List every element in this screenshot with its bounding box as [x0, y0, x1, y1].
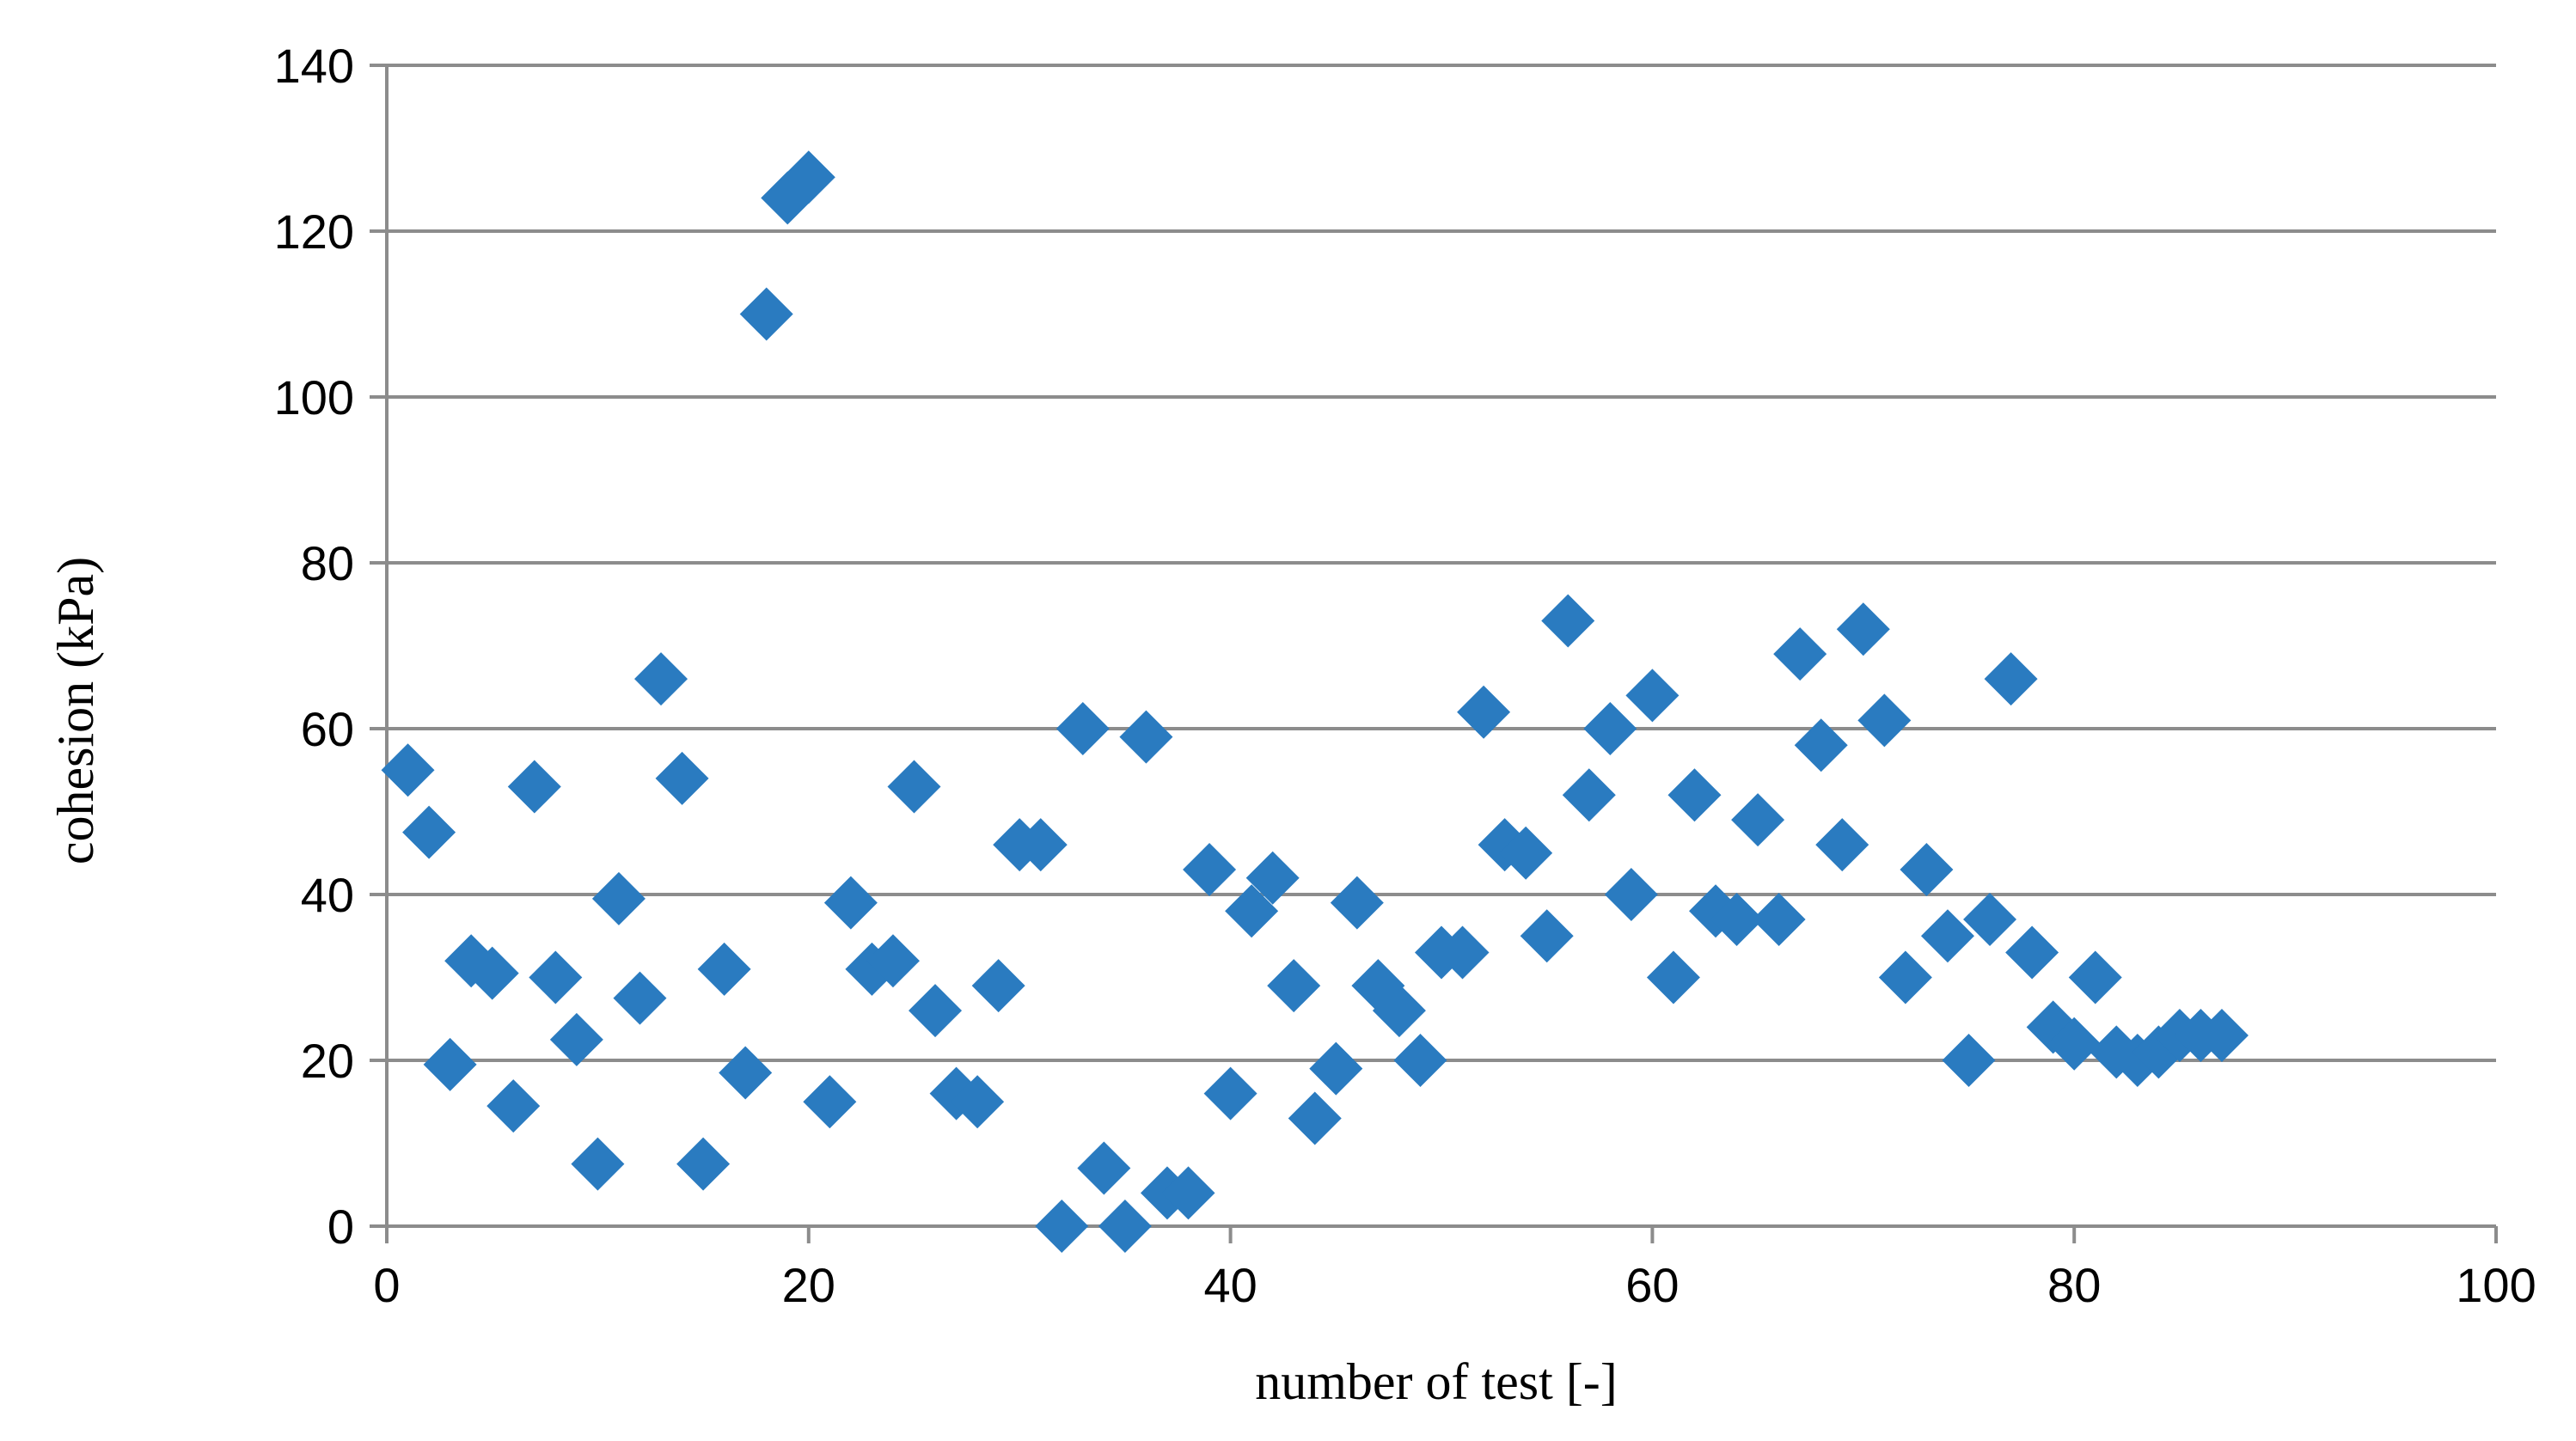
data-point — [1752, 892, 1806, 946]
data-point — [1625, 669, 1680, 723]
data-point — [402, 805, 456, 859]
data-point — [845, 942, 899, 996]
data-point — [2005, 925, 2059, 980]
data-point — [866, 934, 920, 988]
x-tick-label: 0 — [373, 1258, 400, 1312]
data-point — [1710, 892, 1764, 946]
data-point — [634, 652, 688, 706]
data-point — [1857, 693, 1912, 748]
data-point — [1773, 627, 1827, 681]
x-tick-labels: 0 20 40 60 80 100 — [373, 1258, 2536, 1312]
data-point — [1435, 925, 1490, 980]
y-tick-label: 20 — [301, 1034, 354, 1088]
y-tick-label: 40 — [301, 868, 354, 922]
data-points — [381, 150, 2249, 1253]
data-point — [1013, 818, 1068, 872]
data-point — [549, 1012, 603, 1066]
data-point — [1900, 843, 1954, 897]
data-point — [1183, 843, 1237, 897]
data-point — [1119, 710, 1173, 764]
data-point — [2068, 950, 2122, 1004]
data-point — [1583, 702, 1637, 755]
y-tick-label: 120 — [274, 205, 354, 259]
x-tick-label: 60 — [1625, 1258, 1679, 1312]
data-point — [1077, 1141, 1131, 1195]
y-axis-label: cohesion (kPa) — [47, 557, 104, 864]
data-point — [1457, 685, 1511, 739]
data-point — [1942, 1034, 1996, 1087]
data-point — [1098, 1200, 1152, 1253]
data-point — [465, 946, 519, 1000]
data-point — [1245, 851, 1300, 905]
y-tick-label: 80 — [301, 536, 354, 590]
x-tick-label: 40 — [1203, 1258, 1257, 1312]
gridlines — [387, 64, 2496, 1062]
data-point — [1878, 950, 1932, 1004]
data-point — [423, 1037, 477, 1091]
data-point — [1984, 652, 2038, 706]
data-point — [1562, 768, 1616, 822]
data-point — [486, 1079, 541, 1133]
x-tick-label: 20 — [782, 1258, 835, 1312]
data-point — [1541, 594, 1595, 648]
data-point — [887, 760, 941, 814]
data-point — [655, 751, 709, 805]
data-point — [823, 876, 878, 930]
data-point — [1815, 818, 1869, 872]
data-point — [613, 971, 667, 1025]
data-point — [1794, 718, 1848, 772]
axes — [370, 64, 2498, 1243]
data-point — [381, 743, 435, 797]
x-axis-label: number of test [-] — [1255, 1353, 1618, 1410]
data-point — [1920, 909, 1974, 963]
data-point — [2047, 1017, 2102, 1071]
data-point — [909, 984, 963, 1038]
data-point — [1372, 984, 1426, 1038]
data-point — [1731, 793, 1785, 847]
data-point — [1330, 876, 1384, 930]
data-point — [1520, 909, 1574, 963]
data-point — [951, 1075, 1005, 1129]
data-point — [697, 942, 751, 996]
data-point — [1035, 1200, 1089, 1253]
data-point — [1203, 1066, 1257, 1120]
y-tick-labels: 0 20 40 60 80 100 120 140 — [274, 39, 354, 1254]
data-point — [1963, 892, 2017, 946]
y-tick-label: 60 — [301, 702, 354, 756]
data-point — [1836, 602, 1890, 656]
data-point — [529, 950, 583, 1004]
y-tick-label: 100 — [274, 370, 354, 424]
data-point — [1055, 702, 1110, 755]
data-point — [1393, 1034, 1447, 1087]
data-point — [591, 871, 646, 925]
data-point — [803, 1075, 857, 1129]
data-point — [1499, 826, 1553, 880]
data-point — [719, 1046, 773, 1100]
data-point — [1267, 959, 1321, 1013]
data-point — [1604, 868, 1658, 921]
data-point — [507, 760, 561, 814]
y-tick-label: 0 — [327, 1200, 354, 1254]
x-tick-label: 80 — [2047, 1258, 2101, 1312]
data-point — [676, 1137, 731, 1191]
data-point — [1288, 1091, 1342, 1145]
x-tick-label: 100 — [2456, 1258, 2536, 1312]
data-point — [781, 150, 835, 205]
data-point — [571, 1137, 625, 1191]
data-point — [1309, 1041, 1363, 1096]
data-point — [1667, 768, 1722, 822]
y-tick-label: 140 — [274, 39, 354, 93]
data-point — [1225, 884, 1279, 938]
data-point — [1161, 1166, 1215, 1220]
data-point — [1646, 950, 1700, 1004]
data-point — [971, 959, 1025, 1013]
data-point — [2194, 1009, 2249, 1063]
data-point — [739, 287, 793, 341]
